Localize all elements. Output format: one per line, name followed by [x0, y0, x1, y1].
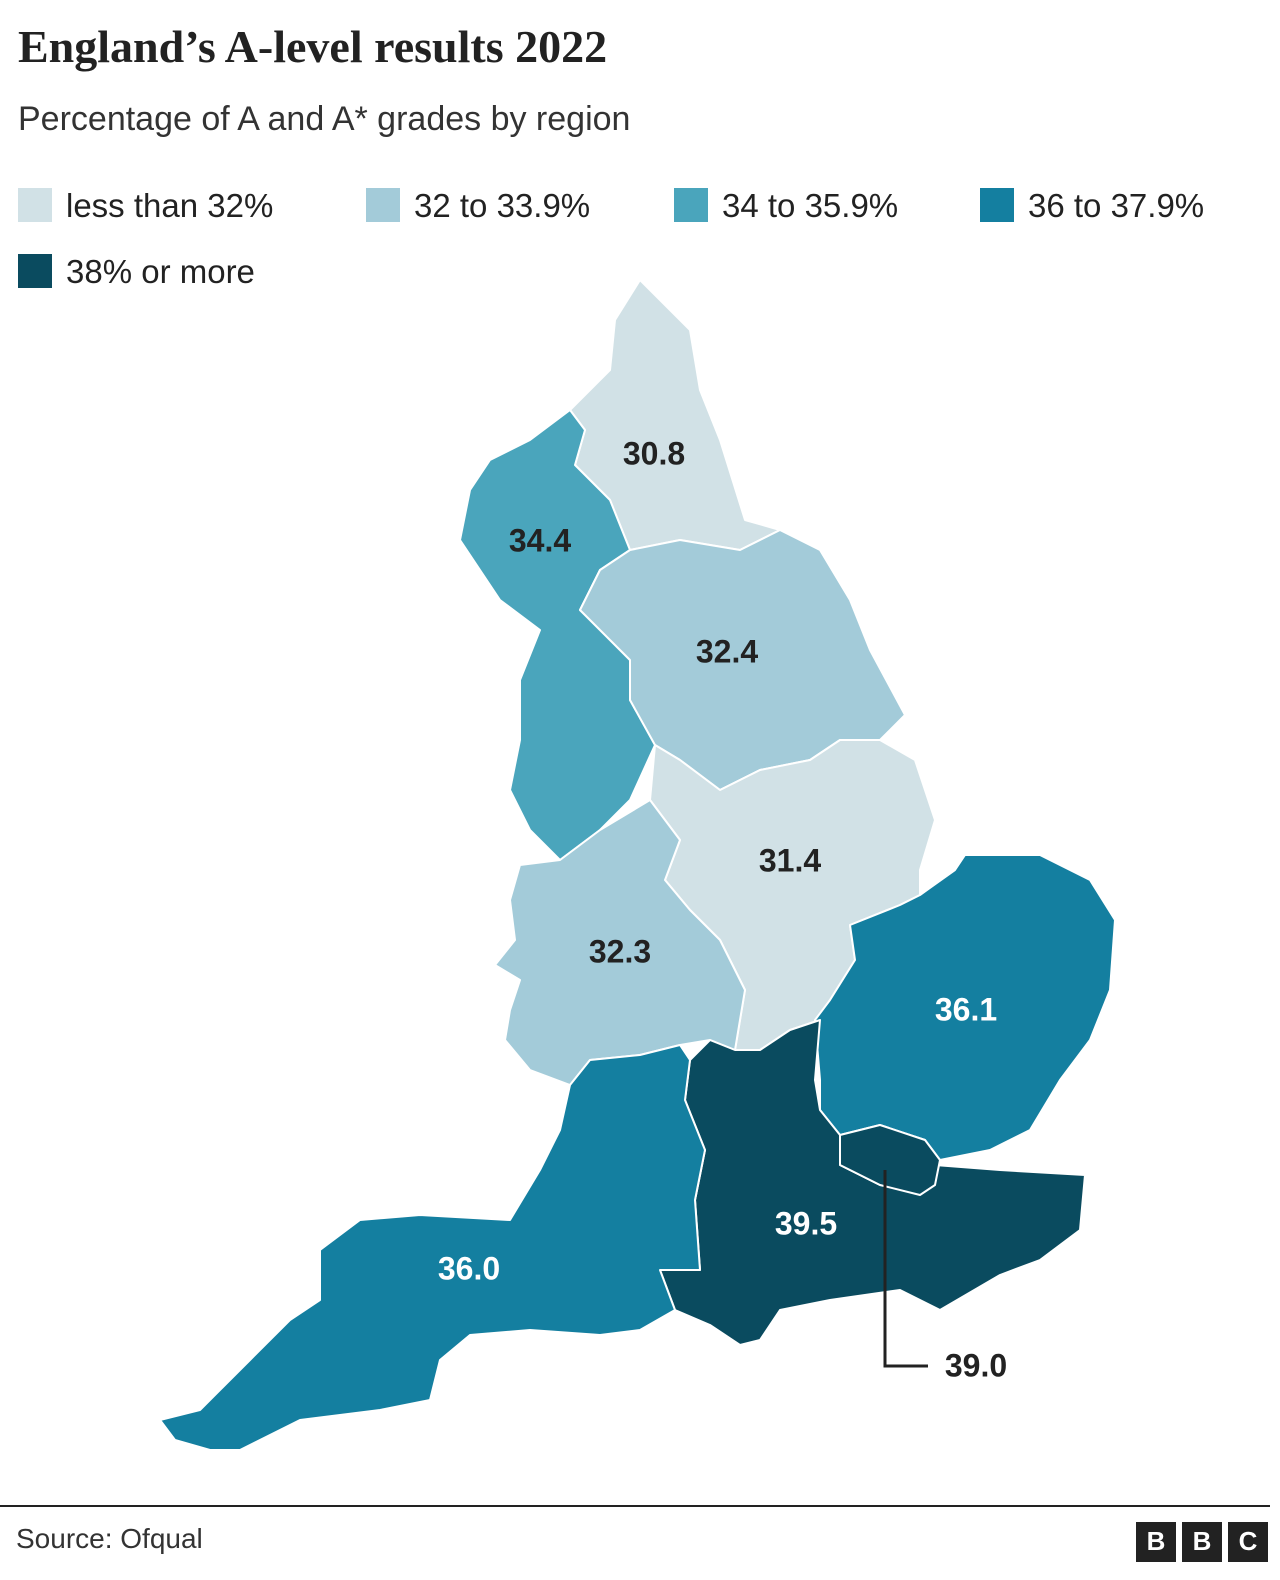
region-label: 36.1: [935, 991, 997, 1027]
leader-line: [883, 1170, 928, 1368]
logo-box: [1182, 1522, 1222, 1562]
map: 30.8 34.4 32.4 31.4 32.3 36.1 39.5 36.0 39.0: [159, 279, 1116, 1451]
legend-swatch: [18, 254, 52, 288]
region: [814, 854, 1116, 1161]
legend-swatch: [366, 188, 400, 222]
legend-label: 36 to 37.9%: [1028, 187, 1204, 224]
legend-swatch: [18, 188, 52, 222]
region-label: 36.0: [438, 1250, 500, 1286]
logo-letter: C: [1239, 1526, 1258, 1556]
region-label: 30.8: [623, 435, 685, 471]
subtitle: Percentage of A and A* grades by region: [18, 100, 630, 138]
source: Source: Ofqual: [16, 1523, 203, 1554]
legend-label: less than 32%: [66, 187, 273, 224]
legend-swatch: [980, 188, 1014, 222]
region-label: 39.5: [775, 1205, 837, 1241]
region: [839, 1124, 941, 1196]
region: [159, 1044, 706, 1451]
region-label: 39.0: [945, 1347, 1007, 1383]
region-label: 31.4: [759, 842, 821, 878]
logo-box: [1136, 1522, 1176, 1562]
legend-swatch: [674, 188, 708, 222]
legend-label: 34 to 35.9%: [722, 187, 898, 224]
logo-letter: B: [1147, 1526, 1166, 1556]
region-label: 32.4: [696, 633, 758, 669]
legend: less than 32% 32 to 33.9% 34 to 35.9% 36 to…: [18, 187, 1204, 290]
logo-letter: B: [1193, 1526, 1212, 1556]
legend-label: 32 to 33.9%: [414, 187, 590, 224]
title: England’s A-level results 2022: [18, 21, 607, 72]
legend-label: 38% or more: [66, 253, 255, 290]
logo-box: [1228, 1522, 1268, 1562]
region-label: 32.3: [589, 933, 651, 969]
region-label: 34.4: [509, 522, 571, 558]
